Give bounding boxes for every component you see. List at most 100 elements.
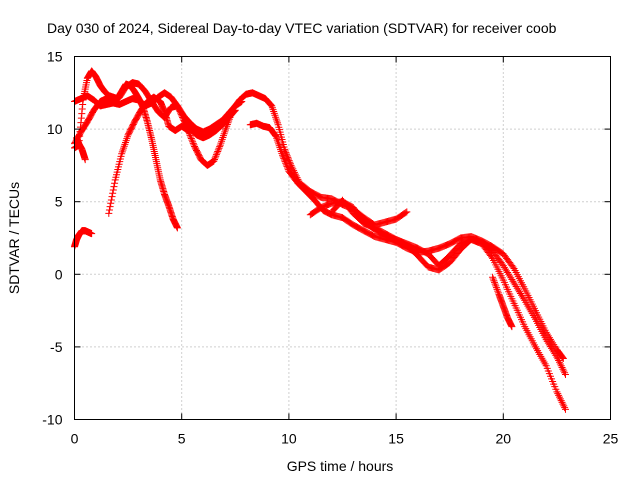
- data-point: [508, 323, 516, 331]
- data-point: [106, 203, 114, 211]
- data-point: [493, 285, 501, 293]
- data-point: [185, 130, 193, 138]
- data-point: [105, 209, 113, 217]
- data-point: [189, 139, 197, 147]
- x-tick-label: 20: [496, 431, 512, 447]
- data-point: [227, 112, 235, 120]
- data-point: [212, 151, 220, 159]
- data-point: [555, 358, 563, 366]
- data-point: [492, 282, 500, 290]
- data-point: [227, 110, 235, 118]
- data-point: [190, 141, 198, 149]
- data-point: [558, 398, 566, 406]
- data-point: [403, 208, 411, 216]
- data-point: [282, 159, 290, 167]
- data-point: [561, 405, 569, 413]
- data-point: [176, 108, 184, 116]
- data-point: [491, 280, 499, 288]
- data-point: [491, 278, 499, 286]
- data-marks: [71, 67, 569, 413]
- data-point: [173, 224, 181, 232]
- data-point: [185, 128, 193, 136]
- data-point: [105, 206, 113, 214]
- y-axis-label: SDTVAR / TECUs: [6, 182, 22, 294]
- data-point: [216, 143, 224, 151]
- x-tick-label: 15: [388, 431, 404, 447]
- data-point: [290, 167, 298, 175]
- data-point: [494, 289, 502, 297]
- data-point: [175, 106, 183, 114]
- data-point: [110, 183, 118, 191]
- data-point: [560, 367, 568, 375]
- data-point: [490, 277, 498, 285]
- data-point: [283, 162, 291, 170]
- data-point: [271, 131, 279, 139]
- data-point: [284, 164, 292, 172]
- x-axis-label: GPS time / hours: [287, 458, 394, 474]
- data-point: [555, 391, 563, 399]
- data-point: [174, 103, 182, 111]
- series-track-i: [328, 196, 569, 378]
- data-point: [289, 165, 297, 173]
- data-point: [109, 189, 117, 197]
- data-point: [177, 111, 185, 119]
- axis-ticks: 0 5 10 15 20 25 -10 -5 0 5 10 15: [42, 49, 618, 447]
- data-point: [211, 154, 219, 162]
- x-tick-label: 25: [603, 431, 619, 447]
- data-point: [561, 370, 569, 378]
- data-point: [187, 135, 195, 143]
- data-point: [178, 112, 186, 120]
- data-point: [494, 287, 502, 295]
- data-point: [108, 193, 116, 201]
- data-point: [278, 151, 286, 159]
- data-point: [561, 369, 569, 377]
- data-point: [179, 113, 187, 121]
- data-point: [280, 154, 288, 162]
- data-point: [561, 404, 569, 412]
- data-point: [489, 275, 497, 283]
- data-point: [279, 153, 287, 161]
- data-point: [281, 158, 289, 166]
- data-point: [188, 136, 196, 144]
- data-point: [225, 117, 233, 125]
- data-point: [175, 105, 183, 113]
- data-point: [492, 284, 500, 292]
- data-point: [555, 393, 563, 401]
- data-point: [215, 144, 223, 152]
- data-point: [187, 133, 195, 141]
- y-tick-label: -10: [42, 412, 62, 428]
- data-point: [223, 120, 231, 128]
- data-point: [173, 102, 181, 110]
- series-track-j: [489, 273, 516, 331]
- data-point: [212, 152, 220, 160]
- data-point: [554, 390, 562, 398]
- data-point: [402, 209, 410, 217]
- chart-title: Day 030 of 2024, Sidereal Day-to-day VTE…: [47, 20, 557, 36]
- data-point: [107, 196, 115, 204]
- data-point: [520, 295, 528, 303]
- data-point: [107, 199, 115, 207]
- y-tick-label: 15: [47, 49, 63, 65]
- data-point: [226, 113, 234, 121]
- data-point: [186, 131, 194, 139]
- x-tick-label: 10: [281, 431, 297, 447]
- series-track-e: [73, 134, 89, 164]
- data-point: [213, 149, 221, 157]
- data-point: [559, 354, 567, 362]
- plot-frame: [74, 56, 611, 420]
- data-point: [189, 138, 197, 146]
- data-point: [558, 364, 566, 372]
- data-point: [556, 360, 564, 368]
- y-tick-label: -5: [50, 339, 63, 355]
- data-point: [177, 109, 185, 117]
- data-point: [557, 397, 565, 405]
- data-point: [282, 161, 290, 169]
- data-point: [109, 186, 117, 194]
- series-track-d: [71, 227, 96, 251]
- data-point: [211, 155, 219, 163]
- data-point: [111, 179, 119, 187]
- data-point: [88, 230, 96, 238]
- data-point: [214, 146, 222, 154]
- data-point: [214, 147, 222, 155]
